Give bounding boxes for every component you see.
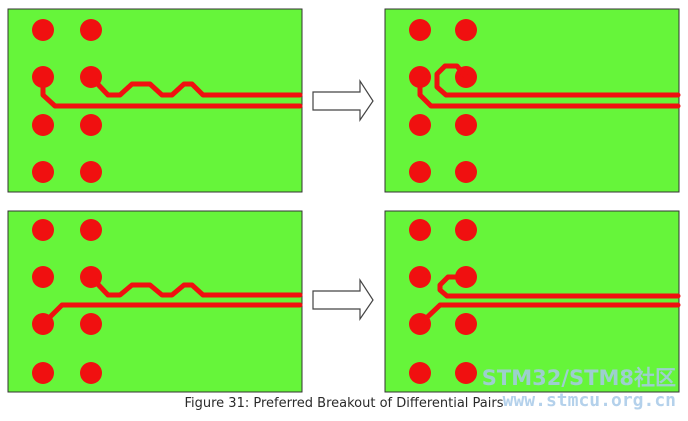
pad (455, 219, 477, 241)
trace (434, 63, 681, 98)
pad-grid (32, 219, 102, 384)
pad (455, 114, 477, 136)
pad (80, 114, 102, 136)
trace (40, 302, 303, 327)
panel-after-top (384, 8, 681, 193)
pad (32, 266, 54, 288)
right-arrow-icon (312, 277, 374, 321)
trace (437, 274, 681, 299)
pcb-board (384, 210, 680, 393)
panel-before-top (7, 8, 303, 193)
pcb-board (7, 210, 303, 393)
pad-grid (32, 19, 102, 183)
pad (409, 266, 431, 288)
pad (32, 219, 54, 241)
pad (80, 313, 102, 335)
pad (32, 19, 54, 41)
pad (32, 114, 54, 136)
panel-after-bottom (384, 210, 681, 393)
pad (409, 219, 431, 241)
pad (80, 161, 102, 183)
watermark-brand: STM32/STM8社区 (481, 366, 676, 390)
trace (40, 74, 303, 109)
pad (455, 362, 477, 384)
differential-pair-traces (417, 274, 681, 327)
pad (32, 362, 54, 384)
trace (88, 74, 303, 98)
differential-pair-traces (40, 74, 303, 109)
differential-pair-traces (417, 63, 681, 109)
pad (409, 114, 431, 136)
pad (455, 161, 477, 183)
pad (409, 161, 431, 183)
pad (80, 362, 102, 384)
pcb-board (384, 8, 680, 193)
pad (32, 161, 54, 183)
panel-before-bottom (7, 210, 303, 393)
right-arrow-icon (312, 78, 374, 122)
pad (455, 19, 477, 41)
trace (417, 302, 681, 327)
pad (455, 313, 477, 335)
figure-caption: Figure 31: Preferred Breakout of Differe… (184, 396, 504, 411)
pad (80, 19, 102, 41)
trace (88, 274, 303, 298)
differential-pair-traces (40, 274, 303, 327)
pcb-board (7, 8, 303, 193)
pad (409, 362, 431, 384)
pad (409, 19, 431, 41)
watermark-site: www.stmcu.org.cn (502, 390, 676, 411)
pad (80, 219, 102, 241)
trace (417, 74, 681, 109)
